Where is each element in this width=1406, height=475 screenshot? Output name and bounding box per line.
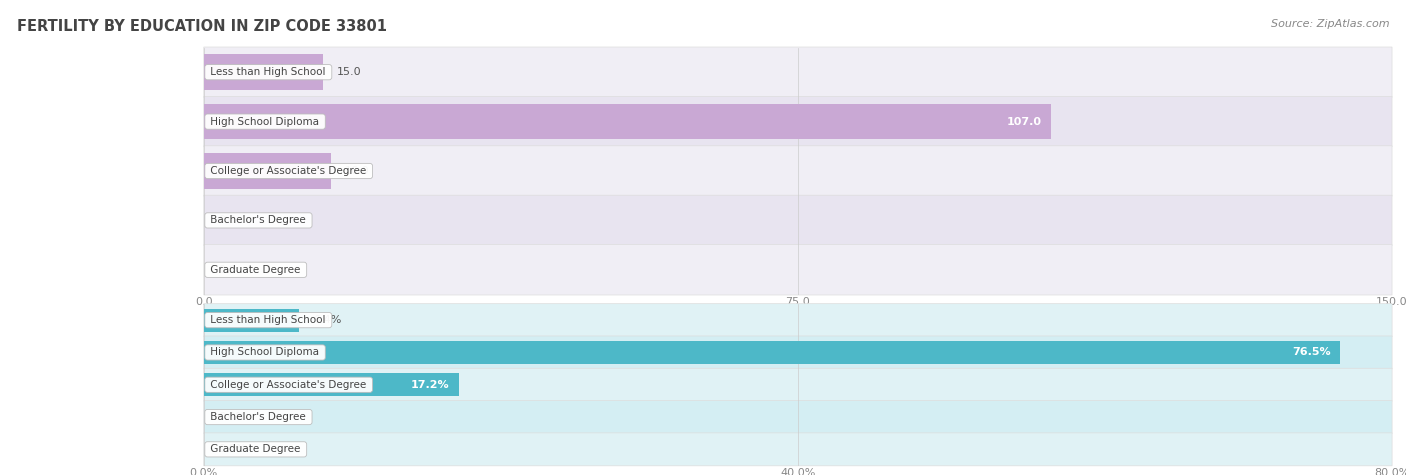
Bar — [204, 341, 1340, 364]
Text: 76.5%: 76.5% — [1292, 347, 1330, 358]
Text: 0.0%: 0.0% — [218, 412, 246, 422]
FancyBboxPatch shape — [204, 304, 1392, 337]
FancyBboxPatch shape — [204, 433, 1392, 466]
Text: 6.4%: 6.4% — [314, 315, 342, 325]
Text: High School Diploma: High School Diploma — [208, 347, 323, 358]
Bar — [204, 309, 299, 332]
Text: High School Diploma: High School Diploma — [208, 116, 323, 127]
Text: 15.0: 15.0 — [337, 67, 361, 77]
Text: Graduate Degree: Graduate Degree — [208, 265, 304, 275]
Text: Less than High School: Less than High School — [208, 67, 329, 77]
Text: College or Associate's Degree: College or Associate's Degree — [208, 380, 370, 390]
Bar — [204, 153, 330, 189]
FancyBboxPatch shape — [204, 245, 1392, 295]
Text: 107.0: 107.0 — [1007, 116, 1042, 127]
Text: FERTILITY BY EDUCATION IN ZIP CODE 33801: FERTILITY BY EDUCATION IN ZIP CODE 33801 — [17, 19, 387, 34]
Text: Bachelor's Degree: Bachelor's Degree — [208, 412, 309, 422]
Bar — [204, 55, 323, 90]
FancyBboxPatch shape — [204, 47, 1392, 97]
FancyBboxPatch shape — [204, 400, 1392, 434]
FancyBboxPatch shape — [204, 368, 1392, 401]
Bar — [204, 104, 1052, 139]
Text: 0.0: 0.0 — [218, 215, 236, 226]
FancyBboxPatch shape — [204, 195, 1392, 246]
Bar — [204, 373, 460, 396]
Text: 0.0%: 0.0% — [218, 444, 246, 455]
Text: 16.0: 16.0 — [344, 166, 370, 176]
Text: Less than High School: Less than High School — [208, 315, 329, 325]
FancyBboxPatch shape — [204, 336, 1392, 369]
Text: 17.2%: 17.2% — [411, 380, 450, 390]
FancyBboxPatch shape — [204, 96, 1392, 147]
Text: Graduate Degree: Graduate Degree — [208, 444, 304, 455]
Text: College or Associate's Degree: College or Associate's Degree — [208, 166, 370, 176]
Text: Bachelor's Degree: Bachelor's Degree — [208, 215, 309, 226]
Text: Source: ZipAtlas.com: Source: ZipAtlas.com — [1271, 19, 1389, 29]
FancyBboxPatch shape — [204, 146, 1392, 196]
Text: 0.0: 0.0 — [218, 265, 236, 275]
